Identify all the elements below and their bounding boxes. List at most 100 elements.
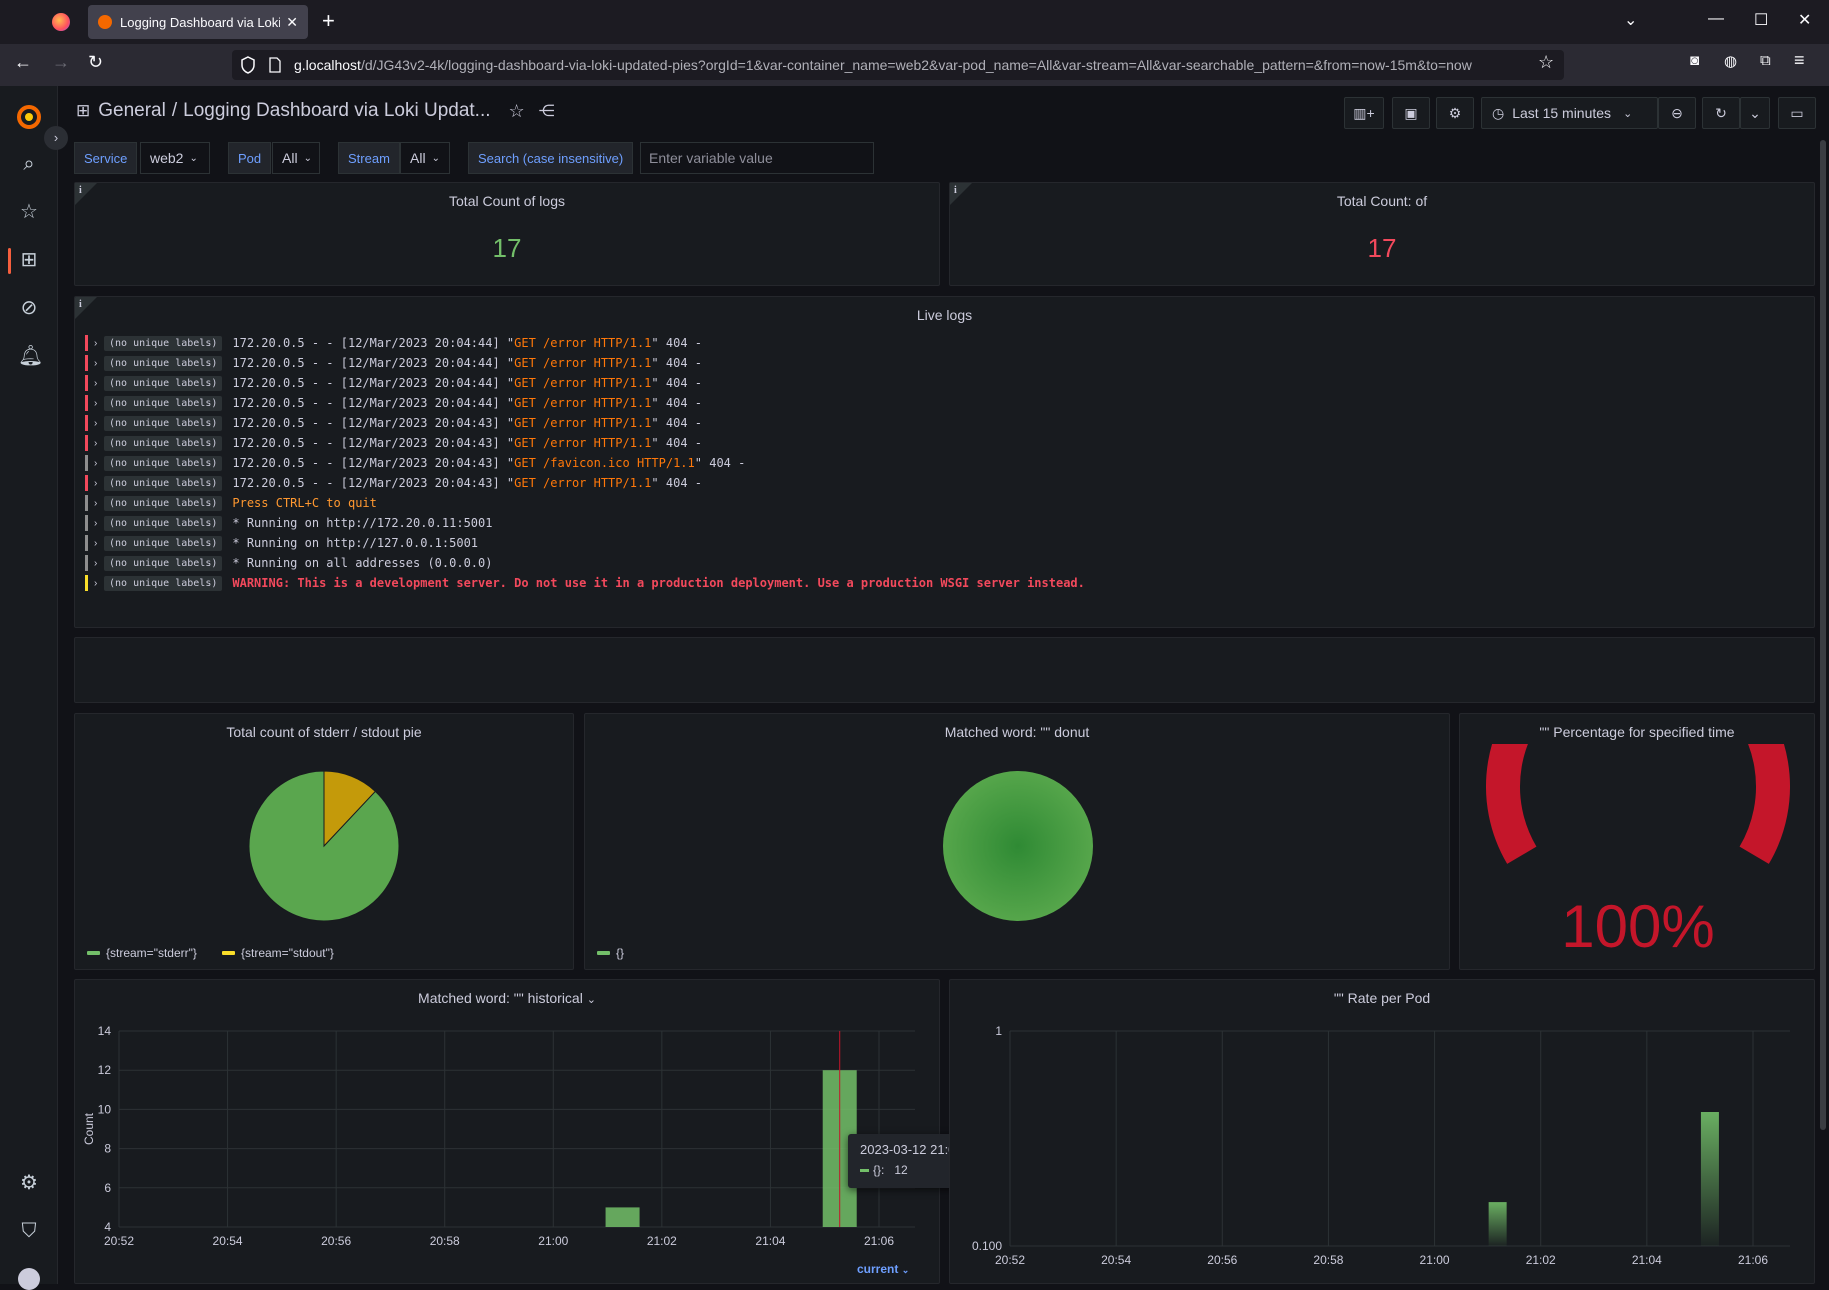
chevron-right-icon[interactable]: › xyxy=(94,397,98,409)
grafana-logo-icon[interactable] xyxy=(16,104,42,130)
save-dashboard-button[interactable]: ▣ xyxy=(1392,97,1430,129)
log-row[interactable]: › (no unique labels) 172.20.0.5 - - [12/Ma… xyxy=(85,453,745,473)
extension-globe-icon[interactable]: ◍ xyxy=(1724,53,1738,70)
panel-title[interactable]: Total Count: of xyxy=(1336,193,1428,209)
log-row[interactable]: › (no unique labels) * Running on all add… xyxy=(85,553,492,573)
donut-chart[interactable] xyxy=(941,769,1095,923)
page-scrollbar[interactable] xyxy=(1820,140,1826,1130)
log-row[interactable]: › (no unique labels) * Running on http://… xyxy=(85,533,478,553)
chevron-right-icon[interactable]: › xyxy=(94,517,98,529)
chevron-right-icon[interactable]: › xyxy=(94,557,98,569)
variable-select-stream[interactable]: All ⌄ xyxy=(400,142,450,174)
share-icon[interactable]: ⋲ xyxy=(538,103,555,120)
close-tab-icon[interactable]: ✕ xyxy=(286,13,298,30)
shield-icon[interactable] xyxy=(240,56,256,74)
pocket-icon[interactable]: ◙ xyxy=(1690,52,1700,69)
explore-icon[interactable]: ⊘ xyxy=(20,297,38,319)
log-row[interactable]: › (no unique labels) 172.20.0.5 - - [12/Ma… xyxy=(85,333,702,353)
log-row[interactable]: › (no unique labels) * Running on http://… xyxy=(85,513,492,533)
log-row[interactable]: › (no unique labels) 172.20.0.5 - - [12/Ma… xyxy=(85,353,702,373)
tab-list-icon[interactable]: ⌄ xyxy=(1624,12,1638,29)
info-icon[interactable]: i xyxy=(79,185,82,196)
panel-title[interactable]: "" Rate per Pod xyxy=(1333,990,1431,1006)
info-icon[interactable]: i xyxy=(954,185,957,196)
legend-current-link[interactable]: current ⌄ xyxy=(857,1262,909,1276)
panel-info-corner[interactable] xyxy=(950,183,972,205)
chart-bar[interactable] xyxy=(1700,1112,1719,1246)
panel-title[interactable]: Live logs xyxy=(916,307,973,323)
pie-chart[interactable] xyxy=(247,769,401,923)
favorite-star-icon[interactable]: ☆ xyxy=(508,100,525,121)
log-row[interactable]: › (no unique labels) 172.20.0.5 - - [12/Ma… xyxy=(85,413,702,433)
url-bar[interactable] xyxy=(232,50,1564,80)
variable-select-pod[interactable]: All ⌄ xyxy=(272,142,320,174)
cycle-view-mode-button[interactable]: ▭ xyxy=(1778,97,1816,129)
alerting-bell-icon[interactable]: 🔔︎ xyxy=(18,345,44,367)
maximize-icon[interactable]: ☐ xyxy=(1754,12,1769,29)
panel-title[interactable]: Total count of stderr / stdout pie xyxy=(226,724,422,740)
log-row[interactable]: › (no unique labels) 172.20.0.5 - - [12/Ma… xyxy=(85,373,702,393)
configuration-gear-icon[interactable]: ⚙ xyxy=(20,1172,38,1194)
panel-title[interactable]: Matched word: "" historical ⌄ xyxy=(75,990,939,1006)
log-row[interactable]: › (no unique labels) 172.20.0.5 - - [12/Ma… xyxy=(85,393,702,413)
bookmark-star-icon[interactable]: ☆ xyxy=(1538,52,1555,72)
search-icon[interactable]: ⌕ xyxy=(23,153,35,175)
chevron-right-icon[interactable]: › xyxy=(94,457,98,469)
panel-title[interactable]: "" Percentage for specified time xyxy=(1539,724,1735,740)
legend-item-stdout[interactable]: {stream="stdout"} xyxy=(222,946,334,960)
log-row[interactable]: › (no unique labels) 172.20.0.5 - - [12/Ma… xyxy=(85,433,702,453)
chevron-right-icon[interactable]: › xyxy=(94,377,98,389)
new-tab-icon[interactable]: + xyxy=(322,8,335,33)
chevron-right-icon[interactable]: › xyxy=(94,437,98,449)
firefox-icon[interactable] xyxy=(52,13,70,31)
legend-item-stderr[interactable]: {stream="stderr"} xyxy=(87,946,197,960)
dashboard-settings-button[interactable]: ⚙ xyxy=(1436,97,1474,129)
menu-icon[interactable]: ≡ xyxy=(1794,50,1805,70)
reload-icon[interactable]: ↻ xyxy=(88,52,104,72)
starred-icon[interactable]: ☆ xyxy=(20,201,38,223)
zoom-out-button[interactable]: ⊖ xyxy=(1658,97,1696,129)
log-row[interactable]: › (no unique labels) WARNING: This is a de… xyxy=(85,573,1085,593)
minimize-icon[interactable]: — xyxy=(1708,10,1724,27)
panel-title[interactable]: Matched word: "" donut xyxy=(944,724,1090,740)
variable-select-service[interactable]: web2 ⌄ xyxy=(140,142,210,174)
chevron-right-icon[interactable]: › xyxy=(94,417,98,429)
chevron-right-icon[interactable]: › xyxy=(94,497,98,509)
panel-title[interactable]: Total Count of logs xyxy=(449,193,565,209)
historical-bar-chart[interactable]: 20:52 20:54 20:56 20:58 21:00 21:02 21:04 21:06… xyxy=(75,980,940,1284)
add-panel-button[interactable]: ▥+ xyxy=(1344,97,1384,129)
legend-item-empty[interactable]: {} xyxy=(597,946,624,960)
url-text[interactable]: g.localhost/d/JG43v2-4k/logging-dashboar… xyxy=(294,57,1472,73)
dashboard-title[interactable]: Logging Dashboard via Loki Updat... xyxy=(183,100,491,121)
browser-tab[interactable]: Logging Dashboard via Loki Up ✕ xyxy=(88,5,308,39)
chevron-right-icon[interactable]: › xyxy=(94,337,98,349)
info-icon[interactable]: i xyxy=(79,299,82,310)
breadcrumb-folder[interactable]: General xyxy=(98,100,166,121)
refresh-button[interactable]: ↻ xyxy=(1702,97,1740,129)
chevron-right-icon[interactable]: › xyxy=(94,577,98,589)
chart-bar[interactable] xyxy=(605,1207,640,1227)
back-icon[interactable]: ← xyxy=(14,52,32,72)
time-picker-button[interactable]: ◷ Last 15 minutes ⌄ xyxy=(1481,97,1658,129)
log-row[interactable]: › (no unique labels) 172.20.0.5 - - [12/Ma… xyxy=(85,473,702,493)
close-window-icon[interactable]: ✕ xyxy=(1798,12,1812,29)
dashboards-icon[interactable]: ⊞ xyxy=(20,249,38,271)
donut-slice[interactable] xyxy=(943,771,1093,921)
chevron-right-icon[interactable]: › xyxy=(94,537,98,549)
panel-info-corner[interactable] xyxy=(75,297,97,319)
user-avatar[interactable] xyxy=(18,1268,40,1290)
forward-icon[interactable]: → xyxy=(52,52,70,72)
pie-slice[interactable] xyxy=(323,770,377,848)
refresh-interval-button[interactable]: ⌄ xyxy=(1740,97,1770,129)
rate-bar-chart[interactable]: 20:52 20:54 20:56 20:58 21:00 21:02 21:04 21:06… xyxy=(950,980,1815,1284)
panel-info-corner[interactable] xyxy=(75,183,97,205)
chevron-right-icon[interactable]: › xyxy=(94,477,98,489)
server-admin-shield-icon[interactable]: ⛉ xyxy=(21,1220,37,1242)
log-row[interactable]: › (no unique labels) Press CTRL+C to quit xyxy=(85,493,377,513)
chart-bar[interactable] xyxy=(1488,1202,1507,1246)
expand-sidemenu-icon[interactable]: › xyxy=(44,126,68,150)
search-variable-input[interactable] xyxy=(640,142,874,174)
extensions-icon[interactable]: ⧉ xyxy=(1760,52,1771,69)
x-tick-label: 20:52 xyxy=(104,1234,134,1248)
chevron-right-icon[interactable]: › xyxy=(94,357,98,369)
